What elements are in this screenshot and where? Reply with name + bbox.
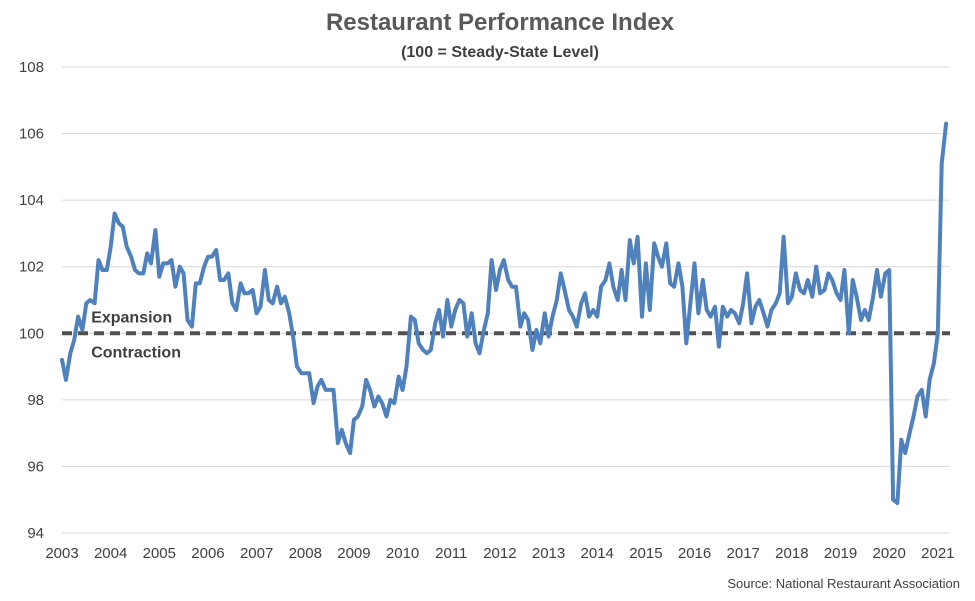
x-tick-label: 2020 (872, 545, 905, 562)
x-tick-label: 2005 (143, 545, 176, 562)
y-tick-label: 102 (19, 259, 44, 276)
y-axis-tick-labels: 94 96 98 100 102 104 106 108 (19, 59, 44, 542)
series-line (60, 121, 949, 505)
x-tick-label: 2010 (386, 545, 419, 562)
chart-title: Restaurant Performance Index (326, 9, 675, 36)
annotation-contraction: Contraction (91, 345, 181, 362)
x-tick-label: 2015 (629, 545, 662, 562)
x-tick-label: 2003 (45, 545, 78, 562)
x-tick-label: 2004 (94, 545, 127, 562)
y-tick-label: 104 (19, 192, 44, 209)
y-tick-label: 94 (27, 525, 44, 542)
y-tick-label: 96 (27, 458, 44, 475)
y-tick-label: 98 (27, 392, 44, 409)
source-note: Source: National Restaurant Association (727, 576, 960, 591)
x-tick-label: 2009 (337, 545, 370, 562)
x-tick-label: 2014 (581, 545, 614, 562)
x-tick-label: 2019 (824, 545, 857, 562)
x-tick-label: 2007 (240, 545, 273, 562)
y-tick-label: 100 (19, 325, 44, 342)
y-tick-label: 108 (19, 59, 44, 76)
x-tick-label: 2021 (921, 545, 954, 562)
chart-subtitle: (100 = Steady-State Level) (401, 44, 599, 61)
x-tick-label: 2012 (483, 545, 516, 562)
annotation-expansion: Expansion (91, 310, 172, 327)
x-tick-label: 2006 (191, 545, 224, 562)
x-tick-label: 2011 (435, 545, 467, 562)
x-tick-label: 2016 (678, 545, 711, 562)
x-tick-label: 2017 (727, 545, 760, 562)
x-axis-tick-labels: 2003 2004 2005 2006 2007 2008 2009 2010 2011 2012… (45, 545, 954, 562)
x-tick-label: 2008 (289, 545, 322, 562)
x-tick-label: 2018 (775, 545, 808, 562)
y-tick-label: 106 (19, 126, 44, 143)
x-tick-label: 2013 (532, 545, 565, 562)
